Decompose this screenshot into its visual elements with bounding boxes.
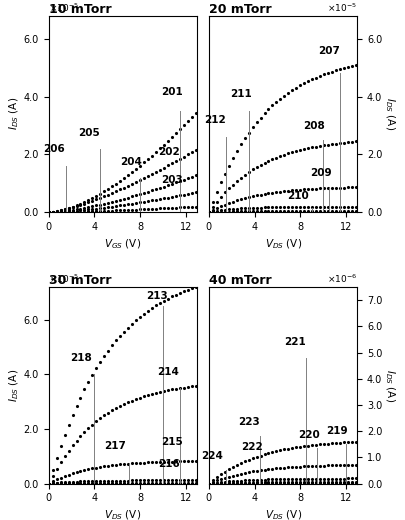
Text: 201: 201 — [161, 86, 182, 97]
Text: 40 mTorr: 40 mTorr — [209, 274, 271, 287]
Text: 203: 203 — [161, 175, 182, 185]
X-axis label: $V_{DS}$ (V): $V_{DS}$ (V) — [264, 509, 301, 520]
Text: 221: 221 — [283, 337, 305, 347]
Y-axis label: $I_{DS}$ (A): $I_{DS}$ (A) — [382, 97, 395, 131]
Text: 20 mTorr: 20 mTorr — [209, 3, 271, 16]
Y-axis label: $I_{DS}$ (A): $I_{DS}$ (A) — [7, 97, 21, 131]
Text: 209: 209 — [309, 167, 331, 177]
Text: 217: 217 — [104, 441, 126, 451]
X-axis label: $V_{DS}$ (V): $V_{DS}$ (V) — [104, 509, 141, 520]
Text: $\times10^{-5}$: $\times10^{-5}$ — [49, 272, 79, 285]
Text: 219: 219 — [325, 426, 347, 436]
Text: 30 mTorr: 30 mTorr — [49, 274, 111, 287]
Text: 204: 204 — [119, 158, 141, 167]
Text: 211: 211 — [230, 89, 251, 99]
Text: 223: 223 — [237, 417, 259, 427]
Text: 202: 202 — [157, 147, 179, 157]
Text: $\times10^{-6}$: $\times10^{-6}$ — [326, 272, 356, 285]
X-axis label: $V_{DS}$ (V): $V_{DS}$ (V) — [264, 238, 301, 251]
Text: 208: 208 — [302, 121, 324, 131]
Text: $\times10^{-5}$: $\times10^{-5}$ — [49, 1, 79, 14]
Text: 218: 218 — [70, 354, 91, 363]
X-axis label: $V_{GS}$ (V): $V_{GS}$ (V) — [104, 238, 141, 251]
Text: $\times10^{-5}$: $\times10^{-5}$ — [326, 1, 356, 14]
Text: 215: 215 — [161, 437, 182, 447]
Text: 222: 222 — [241, 442, 262, 452]
Text: 213: 213 — [146, 291, 168, 301]
Text: 207: 207 — [317, 46, 339, 56]
Text: 224: 224 — [201, 451, 223, 461]
Text: 210: 210 — [286, 191, 308, 201]
Text: 205: 205 — [78, 128, 99, 138]
Text: 212: 212 — [203, 115, 225, 125]
Text: 206: 206 — [43, 145, 65, 154]
Text: 10 mTorr: 10 mTorr — [49, 3, 111, 16]
Y-axis label: $I_{DS}$ (A): $I_{DS}$ (A) — [382, 369, 395, 402]
Text: 214: 214 — [157, 367, 179, 377]
Text: 216: 216 — [157, 459, 179, 469]
Y-axis label: $I_{DS}$ (A): $I_{DS}$ (A) — [7, 369, 21, 402]
Text: 220: 220 — [298, 431, 320, 440]
